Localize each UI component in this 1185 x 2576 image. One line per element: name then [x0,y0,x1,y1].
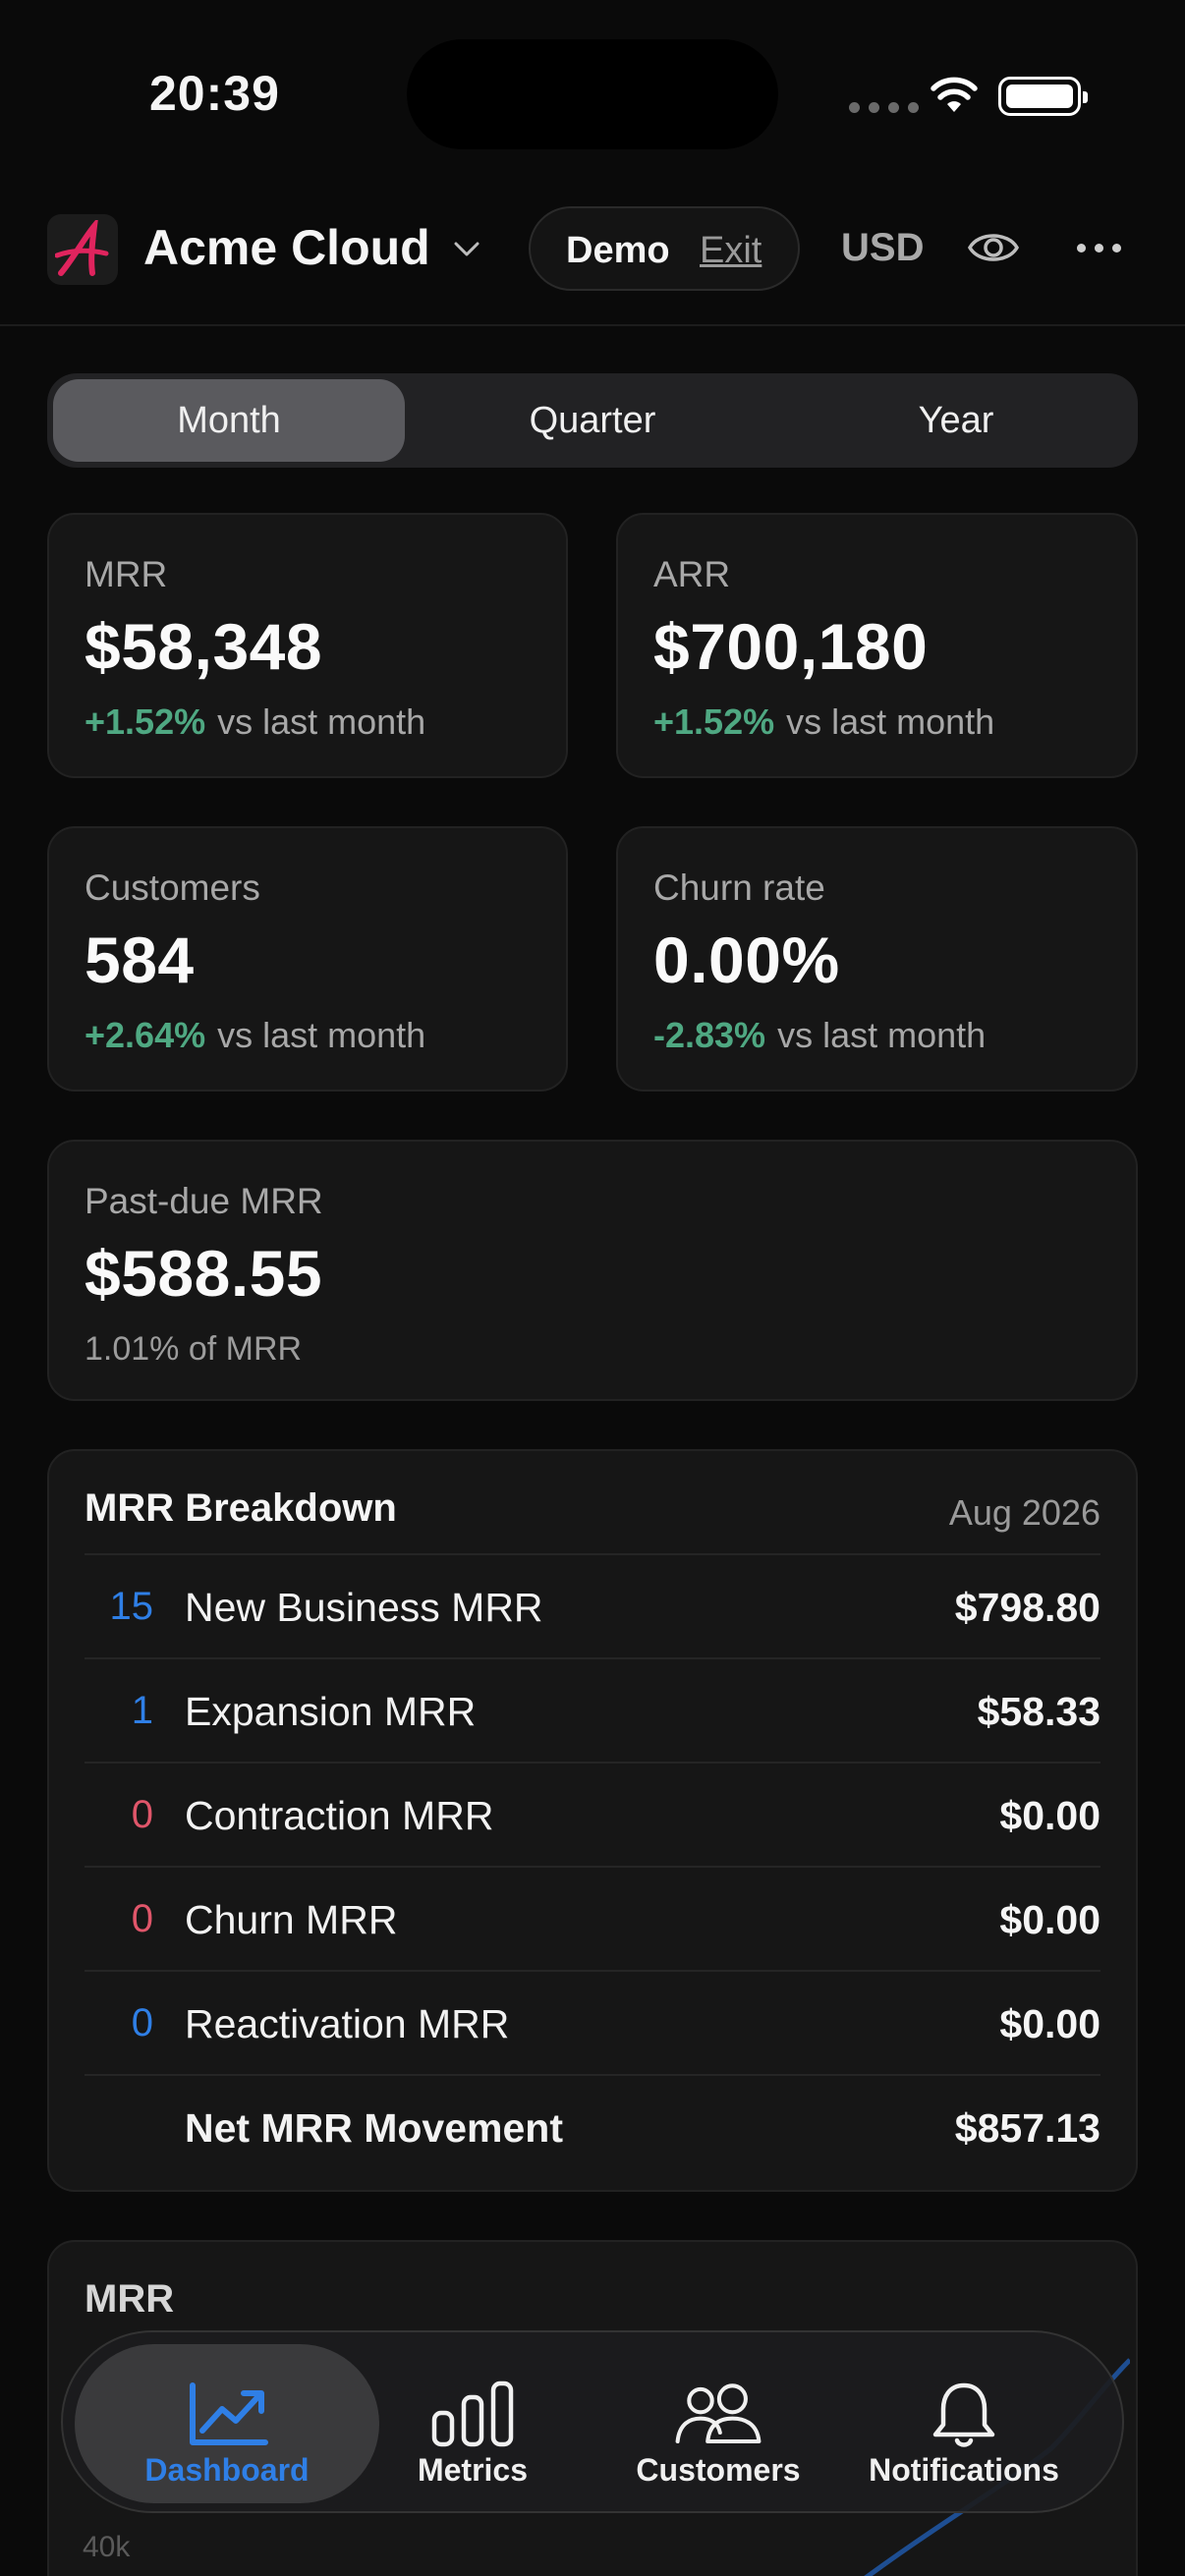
period-segmented-control: Month Quarter Year [47,373,1138,468]
brand-logo-icon [55,220,109,276]
kpi-change: -2.83% vs last month [653,1015,986,1056]
breakdown-row-contraction[interactable]: 0 Contraction MRR $0.00 [85,1762,1100,1866]
kpi-change: +2.64% vs last month [85,1015,425,1056]
kpi-card-past-due[interactable]: Past-due MRR $588.55 1.01% of MRR [47,1140,1138,1401]
tab-label: Dashboard [144,2452,310,2488]
kpi-subtext: 1.01% of MRR [85,1330,303,1368]
battery-icon [998,77,1088,116]
bottom-tab-bar: Dashboard Metrics Customers Notification… [61,2330,1124,2513]
row-amount: $0.00 [999,1897,1100,1942]
kpi-change: +1.52% vs last month [653,701,994,743]
tab-label: Notifications [869,2452,1059,2488]
row-count: 0 [131,2001,153,2044]
breakdown-row-churn[interactable]: 0 Churn MRR $0.00 [85,1866,1100,1970]
trend-chart-icon [190,2382,268,2445]
status-time: 20:39 [149,66,280,121]
row-name: Churn MRR [185,1897,398,1942]
row-amount: $857.13 [954,2105,1100,2151]
bell-icon [932,2382,995,2447]
row-amount: $798.80 [954,1585,1100,1630]
breakdown-row-new-business[interactable]: 15 New Business MRR $798.80 [85,1553,1100,1657]
period-year[interactable]: Year [918,399,994,441]
kpi-label: Customers [85,868,260,908]
kpi-value: 584 [85,924,195,996]
cellular-signal-icon [849,102,919,113]
row-name: Contraction MRR [185,1793,494,1838]
period-quarter[interactable]: Quarter [529,399,656,441]
breakdown-date: Aug 2026 [948,1492,1100,1533]
kpi-label: MRR [85,554,168,594]
period-month[interactable]: Month [53,379,405,462]
kpi-card-churn[interactable]: Churn rate 0.00% -2.83% vs last month [616,826,1138,1092]
kpi-card-arr[interactable]: ARR $700,180 +1.52% vs last month [616,513,1138,778]
kpi-card-mrr[interactable]: MRR $58,348 +1.52% vs last month [47,513,568,778]
row-name: Reactivation MRR [185,2001,510,2046]
mrr-breakdown-card: MRR Breakdown Aug 2026 15 New Business M… [47,1449,1138,2192]
tab-dashboard[interactable]: Dashboard [75,2344,379,2503]
kpi-label: Past-due MRR [85,1181,323,1221]
demo-mode-pill: Demo Exit [529,206,800,291]
currency-selector[interactable]: USD [841,226,925,269]
breakdown-row-expansion[interactable]: 1 Expansion MRR $58.33 [85,1657,1100,1762]
row-amount: $0.00 [999,1793,1100,1838]
bar-chart-icon [431,2380,514,2447]
kpi-delta: +1.52% [85,701,206,742]
kpi-comparison: vs last month [217,1015,426,1055]
row-name: New Business MRR [185,1585,543,1630]
chart-axis-tick: 40k [83,2531,131,2563]
kpi-change: +1.52% vs last month [85,701,425,743]
eye-icon[interactable] [967,226,1020,269]
status-bar: 20:39 [0,0,1185,187]
row-count: 0 [131,1897,153,1940]
more-options-icon[interactable] [1077,244,1121,252]
row-name: Expansion MRR [185,1689,477,1734]
people-icon [675,2383,762,2444]
tab-customers[interactable]: Customers [566,2344,871,2503]
kpi-delta: -2.83% [653,1015,766,1055]
tab-label: Metrics [417,2452,529,2488]
demo-label: Demo [566,230,670,271]
row-count: 0 [131,1793,153,1836]
tab-metrics[interactable]: Metrics [320,2344,625,2503]
app-logo [47,214,118,285]
breakdown-row-reactivation[interactable]: 0 Reactivation MRR $0.00 [85,1970,1100,2074]
kpi-delta: +2.64% [85,1015,206,1055]
kpi-value: $588.55 [85,1237,323,1310]
kpi-card-customers[interactable]: Customers 584 +2.64% vs last month [47,826,568,1092]
row-count: 15 [109,1585,154,1628]
kpi-label: Churn rate [653,868,825,908]
kpi-delta: +1.52% [653,701,775,742]
app-header: Acme Cloud Demo Exit USD [0,196,1185,326]
kpi-value: 0.00% [653,924,840,996]
kpi-comparison: vs last month [777,1015,987,1055]
app-switcher-title[interactable]: Acme Cloud [143,220,430,275]
row-amount: $58.33 [977,1689,1100,1734]
wifi-icon [931,77,978,112]
row-count: 1 [131,1689,153,1732]
tab-label: Customers [636,2452,801,2488]
row-name: Net MRR Movement [185,2105,563,2151]
tab-notifications[interactable]: Notifications [812,2344,1116,2503]
exit-demo-link[interactable]: Exit [700,230,762,271]
kpi-value: $700,180 [653,610,929,683]
dynamic-island [407,39,778,149]
row-amount: $0.00 [999,2001,1100,2046]
kpi-label: ARR [653,554,731,594]
kpi-value: $58,348 [85,610,323,683]
kpi-comparison: vs last month [217,701,426,742]
chart-title: MRR [85,2277,175,2321]
breakdown-row-net-movement: Net MRR Movement $857.13 [85,2074,1100,2178]
kpi-comparison: vs last month [786,701,995,742]
breakdown-title: MRR Breakdown [85,1486,397,1530]
chevron-down-icon[interactable] [450,232,483,265]
